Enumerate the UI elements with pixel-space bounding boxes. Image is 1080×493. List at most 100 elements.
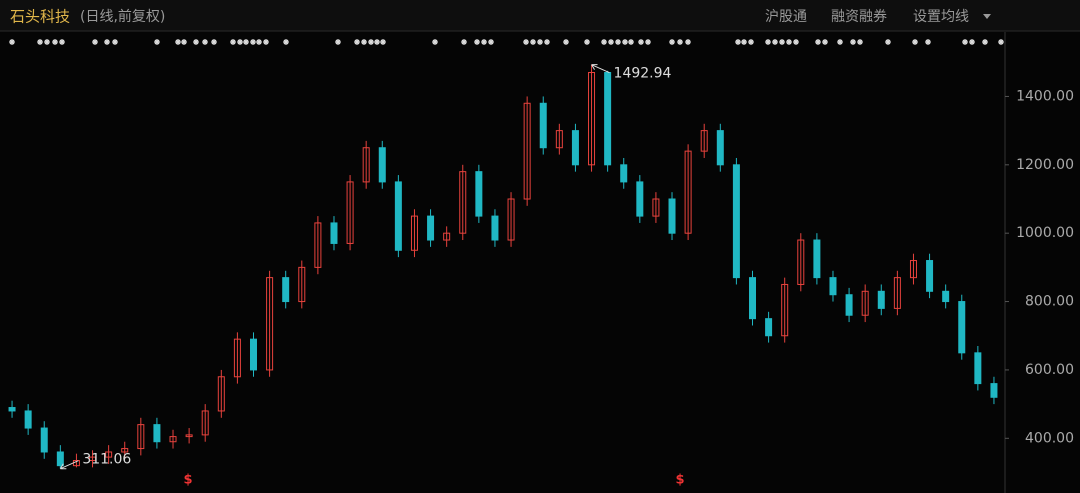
y-tick-label: 400.00 <box>1025 430 1074 446</box>
event-marker <box>822 39 828 45</box>
event-marker <box>563 39 569 45</box>
event-marker <box>772 39 778 45</box>
event-marker <box>537 39 543 45</box>
candle-body <box>700 130 708 152</box>
event-marker <box>628 39 634 45</box>
candle-body <box>201 410 209 436</box>
dividend-marker: $ <box>183 473 192 488</box>
candle-body <box>555 130 563 149</box>
toolbar-item[interactable]: 沪股通 <box>765 9 807 25</box>
event-marker <box>885 39 891 45</box>
event-marker <box>685 39 691 45</box>
candle-body <box>668 198 676 234</box>
candle-body <box>958 301 966 354</box>
event-marker <box>256 39 262 45</box>
event-marker <box>361 39 367 45</box>
event-marker <box>354 39 360 45</box>
candle-body <box>491 215 499 241</box>
candle-body <box>56 451 64 467</box>
stock-name: 石头科技 <box>10 8 70 26</box>
event-marker <box>230 39 236 45</box>
candle-body <box>185 434 193 438</box>
max-label: 1492.94 <box>614 66 672 82</box>
event-marker <box>544 39 550 45</box>
dividend-marker: $ <box>675 473 684 488</box>
header-bar <box>0 0 1080 31</box>
event-marker <box>154 39 160 45</box>
candle-body <box>427 215 435 241</box>
candle-body <box>266 277 274 371</box>
y-tick-label: 1400.00 <box>1016 88 1074 104</box>
event-marker <box>112 39 118 45</box>
event-marker <box>669 39 675 45</box>
candle-body <box>105 451 113 458</box>
y-tick-label: 800.00 <box>1025 294 1074 310</box>
candle-body <box>153 424 161 443</box>
candle-body <box>394 181 402 251</box>
candle-body <box>378 147 386 183</box>
annotation-arrow <box>59 460 79 470</box>
candle-body <box>861 290 869 316</box>
event-marker <box>52 39 58 45</box>
candle-body <box>732 164 740 279</box>
event-marker <box>380 39 386 45</box>
candle-body <box>716 130 724 166</box>
toolbar-item[interactable]: 融资融券 <box>831 9 887 25</box>
event-marker <box>104 39 110 45</box>
candle-body <box>636 181 644 217</box>
event-marker <box>488 39 494 45</box>
event-marker <box>969 39 975 45</box>
event-marker <box>263 39 269 45</box>
event-marker <box>815 39 821 45</box>
candle-body <box>571 130 579 166</box>
event-marker <box>474 39 480 45</box>
event-marker <box>9 39 15 45</box>
event-marker <box>786 39 792 45</box>
event-marker <box>765 39 771 45</box>
candle-body <box>974 352 982 385</box>
event-marker <box>982 39 988 45</box>
candle-body <box>8 407 16 412</box>
dropdown-arrow[interactable] <box>983 14 991 19</box>
event-marker <box>677 39 683 45</box>
candle-body <box>523 102 531 200</box>
event-marker <box>584 39 590 45</box>
candle-body <box>233 338 241 378</box>
event-marker <box>211 39 217 45</box>
candle-body <box>909 260 917 279</box>
event-marker <box>368 39 374 45</box>
candle-body <box>620 164 628 183</box>
candle-body <box>475 171 483 217</box>
event-marker <box>962 39 968 45</box>
event-marker <box>202 39 208 45</box>
candle-body <box>829 277 837 296</box>
candle-body <box>539 102 547 149</box>
event-marker <box>243 39 249 45</box>
event-marker <box>748 39 754 45</box>
candle-body <box>24 410 32 429</box>
candle-body <box>781 283 789 337</box>
candle-body <box>121 448 129 453</box>
event-marker <box>925 39 931 45</box>
event-marker <box>850 39 856 45</box>
event-marker <box>44 39 50 45</box>
y-tick-label: 1200.00 <box>1016 157 1074 173</box>
candle-body <box>362 147 370 183</box>
candle-body <box>250 338 257 371</box>
candle-body <box>346 181 354 244</box>
candle-body <box>990 383 998 398</box>
min-label: 311.06 <box>82 452 131 468</box>
candle-body <box>217 376 225 412</box>
candle-body <box>604 72 612 166</box>
event-marker <box>37 39 43 45</box>
event-marker <box>779 39 785 45</box>
candle-body <box>507 198 515 241</box>
event-marker <box>608 39 614 45</box>
event-marker <box>523 39 529 45</box>
toolbar-item[interactable]: 设置均线 <box>913 9 969 25</box>
event-marker <box>335 39 341 45</box>
candle-body <box>797 239 805 285</box>
candle-body <box>298 266 306 303</box>
event-marker <box>601 39 607 45</box>
